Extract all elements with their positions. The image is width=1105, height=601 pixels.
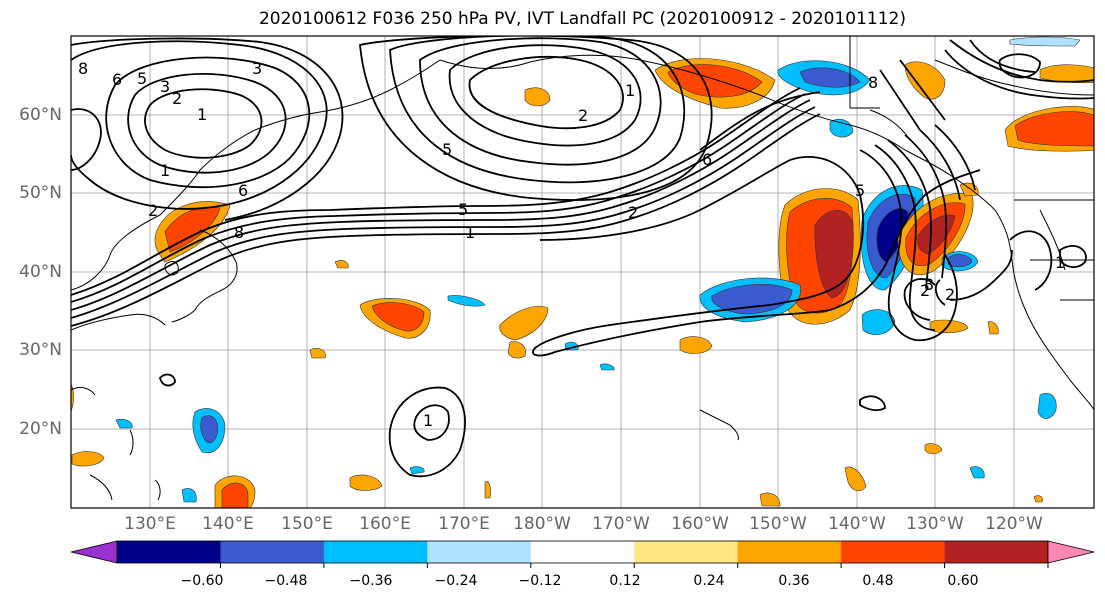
colorbar-segment — [117, 541, 221, 563]
colorbar-tick-label: 0.48 — [862, 573, 894, 589]
contour-label: 6 — [238, 181, 248, 200]
contour-label: 8 — [78, 59, 88, 78]
lon-label: 150°W — [749, 514, 807, 534]
lon-label: 170°W — [592, 514, 650, 534]
contour-label: 5 — [855, 181, 865, 200]
colorbar — [70, 540, 1095, 568]
lon-label: 130°W — [906, 514, 964, 534]
contour-label: 1 — [160, 161, 170, 180]
contour-label: 2 — [578, 106, 588, 125]
colorbar-tick-label: 0.12 — [609, 573, 641, 589]
contour-label: 5 — [458, 200, 468, 219]
colorbar-segment — [530, 541, 635, 563]
contour-label: 5 — [442, 140, 452, 159]
colorbar-tick-label: −0.12 — [518, 573, 562, 589]
colorbar-segment — [944, 541, 1049, 563]
lon-label: 130°E — [124, 514, 176, 534]
lat-label: 60°N — [19, 105, 62, 125]
colorbar-extend-high — [1047, 540, 1095, 564]
contour-label: 1 — [1055, 253, 1065, 272]
ivt-anomaly-shading — [71, 36, 1094, 508]
lat-label: 40°N — [19, 262, 62, 282]
contour-label: 6 — [702, 150, 712, 169]
lon-label: 140°W — [828, 514, 886, 534]
lon-label: 160°E — [359, 514, 411, 534]
lon-label: 120°W — [985, 514, 1043, 534]
colorbar-tick-label: −0.60 — [180, 573, 224, 589]
lat-label: 50°N — [19, 183, 62, 203]
contour-label: 2 — [945, 285, 955, 304]
lon-label: 170°E — [438, 514, 490, 534]
map-gridlines — [71, 36, 1094, 508]
contour-label: 3 — [160, 77, 170, 96]
contour-label: 2 — [628, 203, 638, 222]
plot-frame — [70, 35, 1095, 509]
lon-label: 160°W — [671, 514, 729, 534]
colorbar-segment — [323, 541, 428, 563]
lat-label: 20°N — [19, 419, 62, 439]
colorbar-segment — [737, 541, 842, 563]
colorbar-segment — [634, 541, 739, 563]
lon-label: 180°W — [513, 514, 571, 534]
colorbar-tick-label: 0.24 — [693, 573, 725, 589]
map-title: 2020100612 F036 250 hPa PV, IVT Landfall… — [258, 9, 906, 29]
contour-label: 2 — [148, 201, 158, 220]
contour-label: 3 — [924, 275, 934, 294]
colorbar-segment — [220, 541, 325, 563]
pv-contours — [71, 36, 1094, 478]
colorbar-segment — [427, 541, 532, 563]
contour-label: 1 — [197, 105, 207, 124]
colorbar-tick-label: 0.36 — [778, 573, 810, 589]
contour-label: 8 — [234, 223, 244, 242]
colorbar-tick-label: 0.60 — [947, 573, 979, 589]
lon-label: 140°E — [202, 514, 254, 534]
colorbar-segment — [841, 541, 946, 563]
contour-label: 3 — [252, 59, 262, 78]
contour-label: 1 — [465, 223, 475, 242]
contour-label: 8 — [868, 73, 878, 92]
lon-label: 150°E — [281, 514, 333, 534]
colorbar-extend-low — [70, 540, 118, 564]
contour-label: 2 — [920, 281, 930, 300]
contour-label: 1 — [423, 411, 433, 430]
colorbar-tick-label: −0.48 — [264, 573, 308, 589]
contour-label: 2 — [172, 89, 182, 108]
contour-label: 5 — [137, 69, 147, 88]
contour-label: 6 — [112, 70, 122, 89]
colorbar-tick-label: −0.24 — [434, 573, 478, 589]
contour-label: 1 — [625, 81, 635, 100]
lat-label: 30°N — [19, 340, 62, 360]
colorbar-tick-label: −0.36 — [349, 573, 393, 589]
